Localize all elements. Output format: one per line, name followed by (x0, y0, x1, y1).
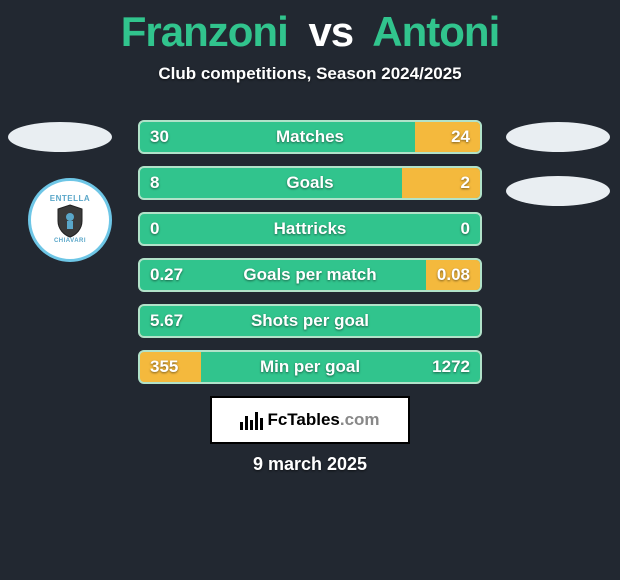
side-ellipse-right-1 (506, 122, 610, 152)
stats-bars: 30Matches24 8Goals2 0Hattricks0 0.27Goals p… (138, 120, 482, 396)
stat-left-value: 8 (150, 173, 159, 193)
stat-row: 0.27Goals per match0.08 (138, 258, 482, 292)
vs-label: vs (308, 8, 353, 55)
side-ellipse-left (8, 122, 112, 152)
player1-name: Franzoni (121, 8, 288, 55)
stat-left-value: 0.27 (150, 265, 183, 285)
stat-left-value: 0 (150, 219, 159, 239)
stat-left-value: 355 (150, 357, 178, 377)
stat-row: 5.67Shots per goal (138, 304, 482, 338)
stat-right-value: 0 (461, 219, 470, 239)
club-badge: ENTELLA CHIAVARI (28, 178, 112, 262)
stat-fill (140, 306, 480, 336)
date-label: 9 march 2025 (0, 454, 620, 475)
side-ellipse-right-2 (506, 176, 610, 206)
stat-row: 8Goals2 (138, 166, 482, 200)
badge-top-text: ENTELLA (50, 194, 90, 203)
brand-box[interactable]: FcTables.com (210, 396, 410, 444)
stat-left-value: 30 (150, 127, 169, 147)
badge-bottom-text: CHIAVARI (54, 238, 86, 244)
stat-row: 30Matches24 (138, 120, 482, 154)
stat-fill (426, 260, 480, 290)
page-title: Franzoni vs Antoni (0, 0, 620, 56)
subtitle: Club competitions, Season 2024/2025 (0, 64, 620, 84)
brand-chart-icon (240, 410, 263, 430)
brand-text: FcTables.com (267, 410, 379, 430)
stat-fill (402, 168, 480, 198)
player2-name: Antoni (372, 8, 499, 55)
stat-row: 355Min per goal1272 (138, 350, 482, 384)
badge-shield-icon (55, 203, 85, 239)
stat-fill (415, 122, 480, 152)
stat-label: Hattricks (140, 219, 480, 239)
stat-row: 0Hattricks0 (138, 212, 482, 246)
stat-fill (201, 352, 480, 382)
